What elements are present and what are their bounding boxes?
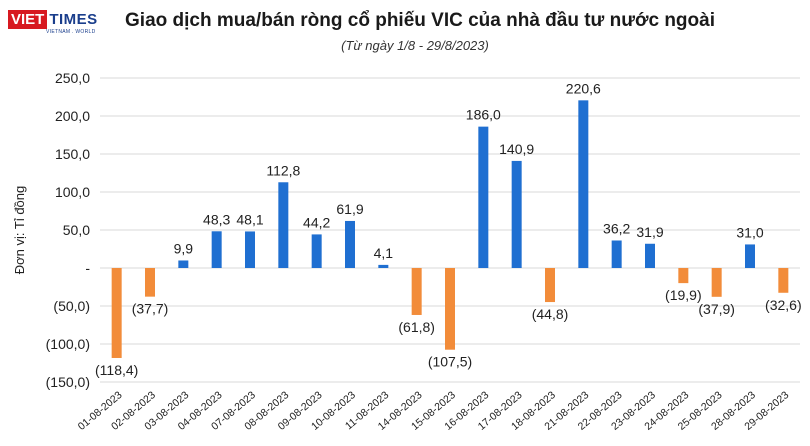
data-label: 186,0 — [466, 107, 501, 123]
bar — [578, 100, 589, 269]
y-tick-label: 100,0 — [55, 184, 90, 200]
viettimes-logo: VIET TIMES VIETNAM . WORLD — [8, 10, 100, 35]
bar — [345, 220, 355, 268]
data-label: 48,1 — [236, 211, 263, 227]
bar — [278, 182, 289, 268]
data-label: 112,8 — [266, 162, 300, 178]
bar — [445, 268, 455, 350]
bar — [178, 260, 189, 268]
data-label: 220,6 — [566, 80, 601, 96]
logo-tagline: VIETNAM . WORLD — [46, 29, 96, 35]
bar — [211, 231, 222, 268]
data-label: (61,8) — [398, 319, 435, 335]
data-label: (19,9) — [665, 287, 702, 303]
data-label: (118,4) — [95, 362, 138, 378]
y-tick-label: 250,0 — [55, 70, 90, 86]
data-label: (32,6) — [765, 297, 802, 313]
y-tick-label: 50,0 — [63, 222, 90, 238]
bar — [511, 160, 522, 268]
data-label: 4,1 — [374, 245, 394, 261]
y-tick-label: (50,0) — [53, 298, 90, 314]
bar — [678, 268, 689, 284]
bar — [145, 268, 155, 297]
bar — [245, 231, 255, 268]
bar — [478, 126, 489, 268]
logo-times-text: TIMES — [49, 11, 98, 28]
chart-title: Giao dịch mua/bán ròng cổ phiếu VIC của … — [125, 10, 715, 31]
bar — [778, 268, 789, 293]
bar — [611, 240, 622, 268]
data-label: 31,9 — [636, 224, 663, 240]
data-label: (44,8) — [532, 306, 569, 322]
y-tick-label: (100,0) — [46, 336, 90, 352]
bar — [745, 244, 755, 268]
data-label: 9,9 — [174, 240, 194, 256]
data-label: 140,9 — [499, 141, 534, 157]
chart-subtitle: (Từ ngày 1/8 - 29/8/2023) — [341, 38, 489, 53]
bar — [711, 268, 722, 297]
y-tick-label: 200,0 — [55, 108, 90, 124]
data-label: (37,9) — [698, 301, 735, 317]
data-label: 36,2 — [603, 220, 630, 236]
y-axis-title: Đơn vị: Tỉ đồng — [12, 186, 27, 275]
bar — [645, 243, 655, 268]
data-label: 48,3 — [203, 211, 230, 227]
bar — [378, 264, 389, 268]
data-label: (37,7) — [132, 301, 169, 317]
logo-viet-text: VIET — [8, 10, 48, 29]
bar — [311, 234, 322, 268]
y-tick-label: - — [85, 260, 90, 276]
data-label: 31,0 — [736, 224, 763, 240]
bar — [411, 268, 422, 315]
bar — [111, 268, 122, 358]
y-tick-label: (150,0) — [46, 374, 90, 390]
y-tick-label: 150,0 — [55, 146, 90, 162]
data-label: 61,9 — [336, 201, 363, 217]
bar — [545, 268, 555, 303]
data-label: 44,2 — [303, 214, 330, 230]
data-label: (107,5) — [428, 354, 472, 370]
